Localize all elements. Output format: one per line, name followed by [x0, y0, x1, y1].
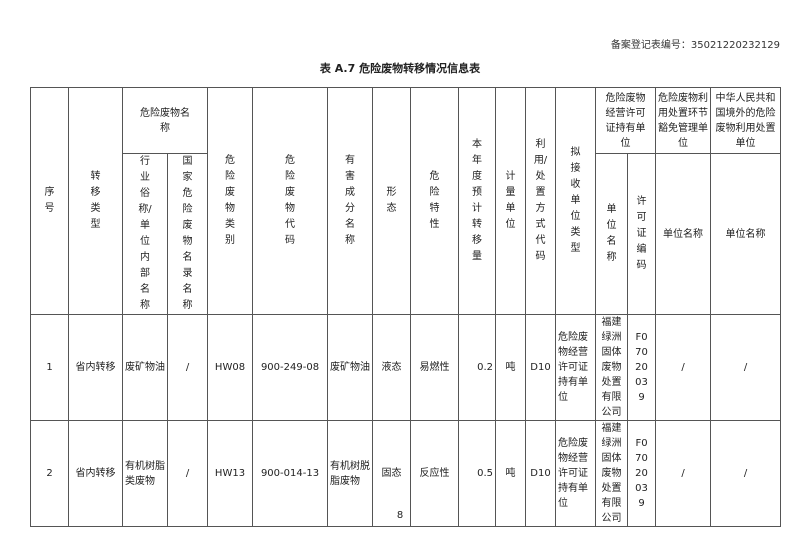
- header-licensed-name: 单位名称: [595, 153, 628, 315]
- registration-number: 备案登记表编号：35021220232129: [610, 40, 780, 51]
- cell-industry-name: 有机树脂类废物: [122, 420, 168, 527]
- cell-license-code: F07020039: [627, 314, 656, 421]
- header-exempt: 危险废物利用处置环节豁免管理单位: [655, 87, 711, 154]
- header-property: 危险特性: [410, 87, 459, 315]
- cell-transfer-type: 省内转移: [68, 314, 123, 421]
- cell-code: 900-014-13: [252, 420, 328, 527]
- cell-seq: 1: [30, 314, 69, 421]
- cell-unit: 吨: [495, 314, 526, 421]
- header-foreign: 中华人民共和国境外的危险废物利用处置单位: [710, 87, 781, 154]
- header-waste-name: 危险废物名称: [122, 87, 208, 154]
- cell-property: 反应性: [410, 420, 459, 527]
- cell-receiver-type: 危险废物经营许可证持有单位: [555, 314, 596, 421]
- cell-exempt-name: /: [655, 314, 711, 421]
- cell-licensed-name: 福建绿洲固体废物处置有限公司: [595, 420, 628, 527]
- header-industry-name: 行业俗称/单位内部名称: [122, 153, 168, 315]
- header-form: 形态: [372, 87, 411, 315]
- cell-foreign-name: /: [710, 314, 781, 421]
- cell-licensed-name: 福建绿洲固体废物处置有限公司: [595, 314, 628, 421]
- header-unit: 计量单位: [495, 87, 526, 315]
- page-number: 8: [396, 510, 404, 521]
- header-category: 危险废物类别: [207, 87, 253, 315]
- table-title: 表 A.7 危险废物转移情况信息表: [319, 62, 481, 75]
- cell-form: 固态: [372, 420, 411, 527]
- header-method: 利用/处置方式代码: [525, 87, 556, 315]
- header-exempt-name: 单位名称: [655, 153, 711, 315]
- header-harmful: 有害成分名称: [327, 87, 373, 315]
- cell-license-code: F07020039: [627, 420, 656, 527]
- header-foreign-name: 单位名称: [710, 153, 781, 315]
- table-row: 2 省内转移 有机树脂类废物 / HW13 900-014-13 有机树脱脂废物…: [30, 420, 781, 527]
- header-transfer-type: 转移类型: [68, 87, 123, 315]
- cell-form: 液态: [372, 314, 411, 421]
- cell-foreign-name: /: [710, 420, 781, 527]
- cell-exempt-name: /: [655, 420, 711, 527]
- cell-category: HW13: [207, 420, 253, 527]
- cell-amount: 0.2: [458, 314, 496, 421]
- cell-seq: 2: [30, 420, 69, 527]
- header-receiver-type: 拟接收单位类型: [555, 87, 596, 315]
- header-national-name: 国家危险废物名录名称: [167, 153, 208, 315]
- header-amount: 本年度预计转移量: [458, 87, 496, 315]
- header-code: 危险废物代码: [252, 87, 328, 315]
- header-license-code: 许可证编码: [627, 153, 656, 315]
- header-licensed: 危险废物经营许可证持有单位: [595, 87, 656, 154]
- cell-harmful: 废矿物油: [327, 314, 373, 421]
- cell-amount: 0.5: [458, 420, 496, 527]
- cell-category: HW08: [207, 314, 253, 421]
- hazardous-waste-transfer-table: 序号 转移类型 危险废物名称 危险废物类别 危险废物代码 有害成分名称 形态 危…: [30, 87, 781, 527]
- cell-receiver-type: 危险废物经营许可证持有单位: [555, 420, 596, 527]
- cell-industry-name: 废矿物油: [122, 314, 168, 421]
- header-seq: 序号: [30, 87, 69, 315]
- cell-national-name: /: [167, 314, 208, 421]
- cell-method: D10: [525, 314, 556, 421]
- cell-property: 易燃性: [410, 314, 459, 421]
- cell-method: D10: [525, 420, 556, 527]
- cell-code: 900-249-08: [252, 314, 328, 421]
- table-row: 1 省内转移 废矿物油 / HW08 900-249-08 废矿物油 液态 易燃…: [30, 314, 781, 421]
